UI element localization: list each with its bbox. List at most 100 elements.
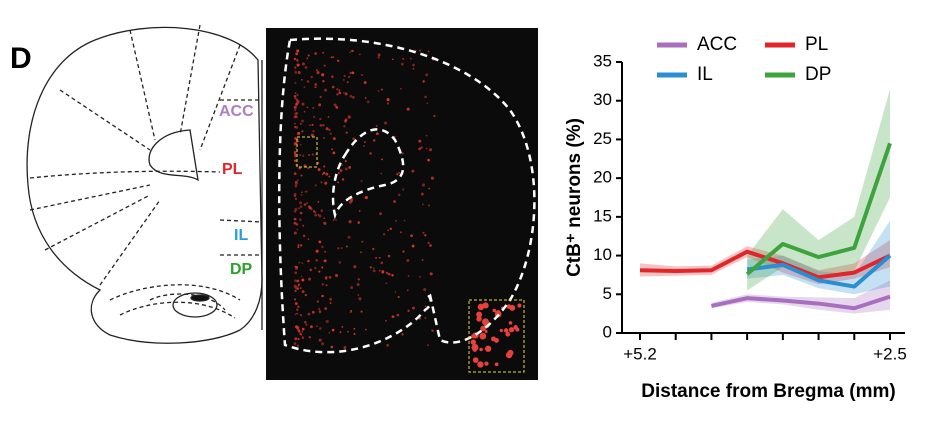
cell xyxy=(308,154,310,156)
cell xyxy=(346,81,349,84)
cell xyxy=(341,178,345,181)
cell xyxy=(303,110,306,113)
cell xyxy=(472,347,478,352)
cell xyxy=(303,86,306,88)
cell xyxy=(319,95,322,99)
cell xyxy=(299,332,302,335)
cell xyxy=(421,183,426,187)
cell xyxy=(306,106,309,109)
cell xyxy=(318,103,322,107)
cell xyxy=(295,147,298,150)
cell xyxy=(293,221,297,225)
cell xyxy=(294,122,296,125)
cell xyxy=(338,89,341,92)
cell xyxy=(297,71,301,74)
cell xyxy=(300,244,303,247)
cell xyxy=(294,97,297,100)
cell xyxy=(411,244,415,248)
cell xyxy=(401,333,404,336)
cell xyxy=(349,51,351,54)
cell xyxy=(339,169,343,172)
cell xyxy=(311,123,314,126)
cell xyxy=(344,160,347,163)
cell xyxy=(428,148,433,152)
cell xyxy=(294,302,298,305)
cell xyxy=(296,49,300,53)
cell xyxy=(372,247,375,251)
cell xyxy=(311,310,315,314)
cell xyxy=(505,331,511,337)
cell xyxy=(294,184,298,188)
cell xyxy=(398,171,401,174)
cell xyxy=(295,223,299,226)
confidence-band xyxy=(747,89,890,291)
cell xyxy=(302,224,305,227)
cell xyxy=(296,93,299,96)
y-tick-label: 0 xyxy=(603,322,612,341)
cell xyxy=(420,192,424,196)
cell xyxy=(306,57,309,60)
cell xyxy=(499,328,503,333)
cell xyxy=(352,137,356,141)
cell xyxy=(344,167,348,171)
cell xyxy=(343,125,346,128)
cell xyxy=(293,284,297,288)
cell xyxy=(300,194,303,196)
cell xyxy=(344,118,348,122)
y-tick-label: 10 xyxy=(593,245,612,264)
cell xyxy=(385,271,389,275)
cell xyxy=(406,259,410,262)
cell xyxy=(308,277,312,281)
cell xyxy=(309,268,312,272)
cell xyxy=(383,121,388,125)
cell xyxy=(397,193,401,197)
cell xyxy=(329,132,332,135)
cell xyxy=(310,133,314,137)
cell xyxy=(293,217,297,221)
cell xyxy=(477,303,485,311)
cell xyxy=(430,176,434,180)
cell xyxy=(296,101,300,105)
cell xyxy=(425,134,428,137)
legend-label: ACC xyxy=(697,34,737,55)
cell xyxy=(347,330,349,333)
cell xyxy=(308,336,311,339)
y-tick-label: 5 xyxy=(603,284,612,303)
cell xyxy=(358,53,361,56)
cell xyxy=(293,172,297,176)
cell xyxy=(319,118,322,120)
cell xyxy=(353,327,356,330)
cell xyxy=(321,245,324,249)
cell xyxy=(337,172,340,175)
cell xyxy=(336,93,339,96)
cell xyxy=(324,88,328,92)
cell xyxy=(307,166,310,170)
cell xyxy=(372,267,375,270)
cell xyxy=(345,245,348,248)
cell xyxy=(364,97,367,99)
cell xyxy=(423,288,427,292)
cell xyxy=(482,318,489,326)
cell xyxy=(294,180,298,184)
cell xyxy=(325,277,328,280)
cell xyxy=(366,100,370,104)
cell xyxy=(301,290,305,294)
cell xyxy=(356,283,360,287)
cell xyxy=(363,145,365,147)
cell xyxy=(485,345,492,352)
cell xyxy=(372,139,376,142)
cell xyxy=(305,323,308,326)
cell xyxy=(297,283,300,286)
y-axis-label: CtB⁺ neurons (%) xyxy=(564,118,585,277)
cell xyxy=(295,112,299,115)
cell xyxy=(484,330,488,334)
cell xyxy=(322,51,325,54)
cell xyxy=(392,58,394,61)
micrograph xyxy=(266,28,538,380)
cell xyxy=(406,289,409,292)
cell xyxy=(393,200,397,203)
cell xyxy=(314,184,317,187)
cell xyxy=(294,271,298,275)
cell xyxy=(353,332,356,336)
